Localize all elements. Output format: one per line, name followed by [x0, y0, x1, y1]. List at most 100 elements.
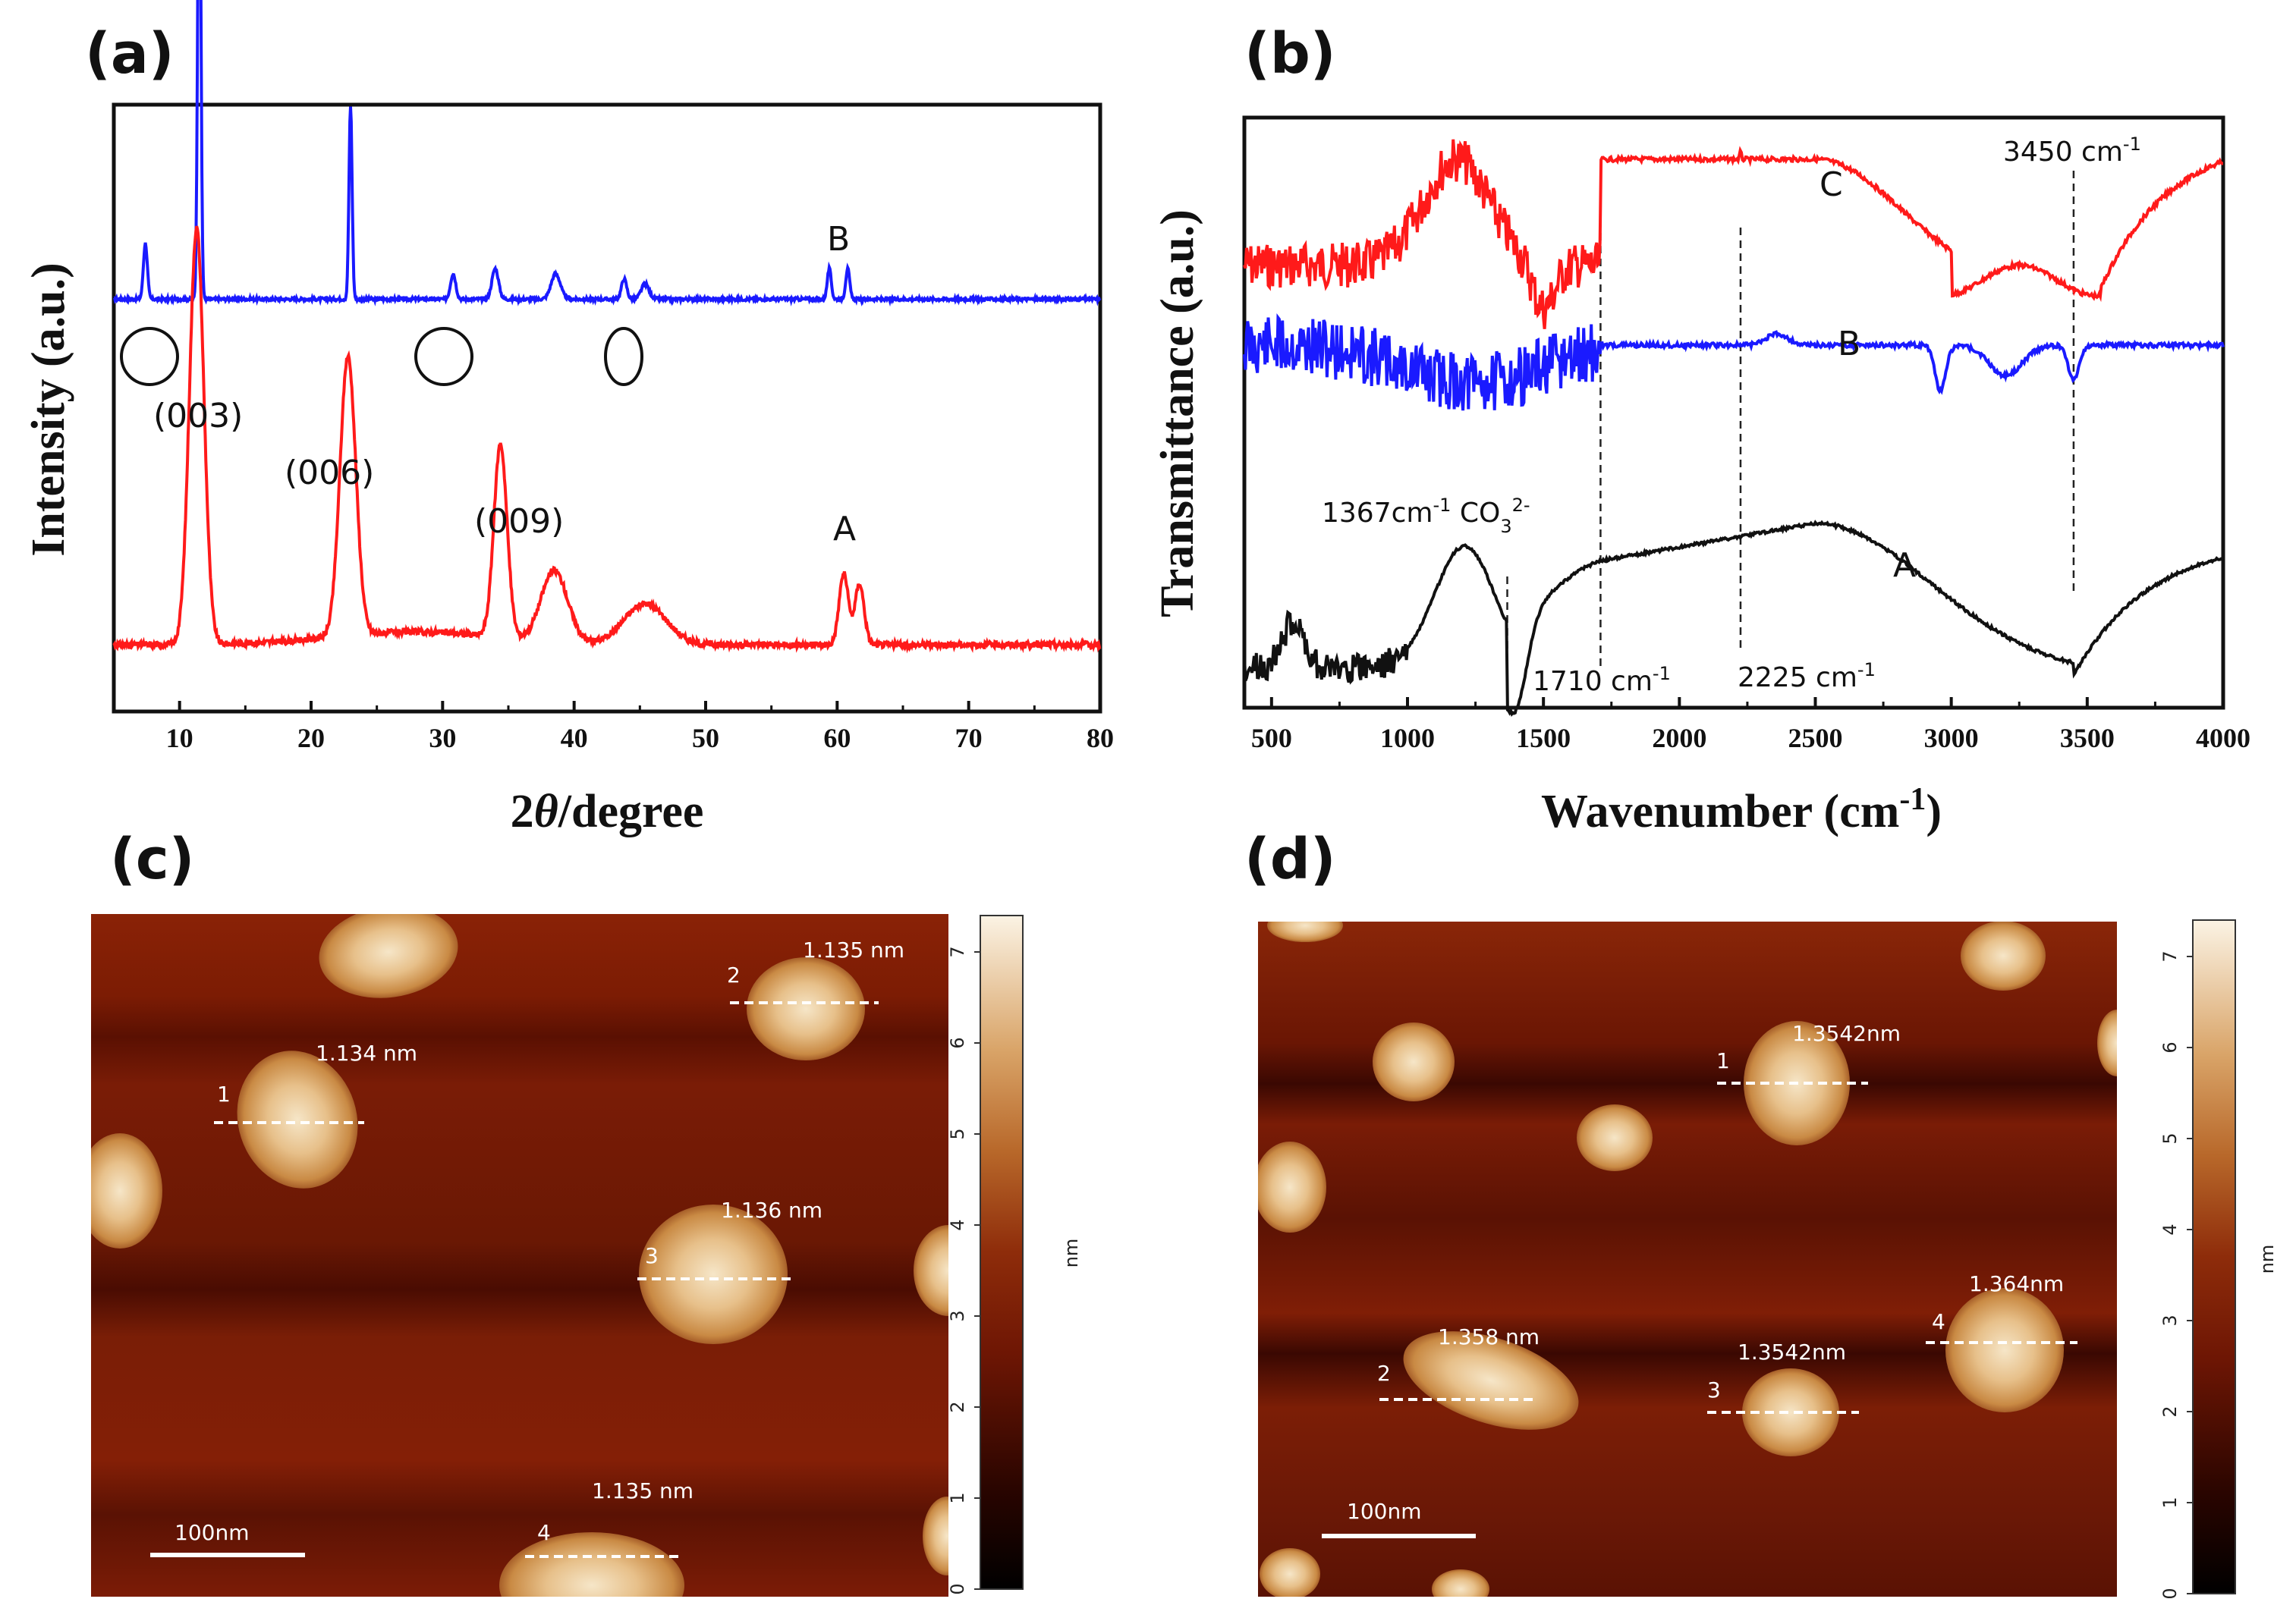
ftir-series-A [1243, 520, 2224, 718]
x-tick-label-b: 3500 [2060, 723, 2115, 753]
grain [1373, 1022, 1455, 1101]
colorbar-tick-label: 4 [2159, 1223, 2181, 1235]
profile-num-d-3: 3 [1707, 1377, 1721, 1403]
series-label-A: A [833, 510, 856, 548]
profile-height-c-4: 1.135 nm [592, 1478, 694, 1503]
grain [1260, 1548, 1320, 1597]
x-tick-label-a: 30 [429, 723, 456, 753]
profile-lines-d [1379, 1082, 2077, 1414]
marker-circle [604, 327, 643, 386]
x-tick-label-b: 3000 [1924, 723, 1979, 753]
scale-bar-label-c: 100nm [175, 1520, 249, 1545]
colorbar-tick-label: 2 [2159, 1406, 2181, 1417]
colorbar-d [2192, 919, 2236, 1594]
panel-label-a: (a) [85, 21, 175, 86]
series-label-B-ftir: B [1838, 325, 1860, 363]
grain [1742, 1368, 1839, 1456]
profile-num-c-2: 2 [727, 963, 741, 988]
colorbar-c [980, 915, 1024, 1590]
x-tick-label-b: 1500 [1516, 723, 1571, 753]
xrd-series-A [112, 225, 1102, 654]
colorbar-tick-label: 5 [2159, 1132, 2181, 1144]
y-axis-title-a: Intensity (a.u.) [23, 262, 74, 557]
afm-image-c [91, 914, 948, 1597]
colorbar-tick-label: 6 [2159, 1041, 2181, 1053]
colorbar-tick-label: 7 [2159, 950, 2181, 962]
scale-bar-label-d: 100nm [1347, 1499, 1421, 1524]
profile-height-d-2: 1.358 nm [1438, 1324, 1540, 1349]
profile-height-c-3: 1.136 nm [721, 1198, 822, 1223]
grain [319, 914, 458, 998]
colorbar-tick-label: 2 [947, 1401, 968, 1412]
colorbar-tick-label: 7 [947, 946, 968, 957]
profile-num-d-1: 1 [1716, 1048, 1730, 1073]
profile-num-c-3: 3 [645, 1243, 659, 1268]
x-ticks-b: 500 1000 1500 2000 2500 3000 3500 4000 [1251, 697, 2250, 753]
x-tick-label-a: 60 [823, 723, 851, 753]
colorbar-ticks-d: 0 1 2 3 4 5 6 7 [2159, 950, 2193, 1600]
grain [91, 1133, 162, 1249]
grain [1577, 1104, 1653, 1171]
grain [747, 957, 865, 1060]
annotation-1367-co3: 1367cm-1 CO32- [1322, 495, 1530, 537]
panel-label-c: (c) [110, 827, 195, 892]
x-ticks-a: 10 20 30 40 50 60 70 80 [112, 701, 1114, 753]
colorbar-tick-label: 6 [947, 1037, 968, 1048]
profile-height-d-4: 1.364nm [1969, 1271, 2064, 1296]
x-tick-label-b: 2500 [1788, 723, 1843, 753]
series-label-B: B [827, 220, 850, 259]
x-tick-label-a: 40 [561, 723, 588, 753]
grain [923, 1497, 948, 1575]
colorbar-tick-label: 1 [947, 1492, 968, 1503]
annotation-3450: 3450 cm-1 [2003, 134, 2141, 168]
grain [1432, 1569, 1489, 1597]
profile-num-c-1: 1 [217, 1082, 231, 1107]
grain [1258, 1142, 1326, 1233]
profile-num-c-4: 4 [537, 1520, 551, 1545]
grain [237, 1051, 358, 1189]
colorbar-unit-d: nm [2257, 1245, 2278, 1274]
series-label-C: C [1820, 165, 1843, 204]
colorbar-tick-label: 3 [947, 1310, 968, 1321]
x-axis-title-a: 2θ/degree [511, 786, 704, 837]
x-tick-label-b: 500 [1251, 723, 1292, 753]
x-tick-label-a: 10 [166, 723, 193, 753]
colorbar-tick-label: 0 [947, 1583, 968, 1594]
xrd-series-B [112, 0, 1102, 307]
peak-label-006: (006) [285, 454, 374, 492]
afm-image-d [1258, 922, 2117, 1597]
annotation-1710: 1710 cm-1 [1533, 663, 1671, 697]
colorbar-tick-label: 4 [947, 1219, 968, 1230]
series-label-A-ftir: A [1893, 546, 1916, 585]
x-tick-label-b: 1000 [1380, 723, 1435, 753]
grain [1267, 922, 1343, 942]
colorbar-tick-label: 3 [2159, 1315, 2181, 1326]
annotation-2225: 2225 cm-1 [1738, 659, 1876, 693]
profile-num-d-4: 4 [1932, 1309, 1945, 1334]
colorbar-ticks-c: 0 1 2 3 4 5 6 7 [947, 946, 980, 1595]
ftir-series-B [1243, 313, 2225, 411]
profile-height-d-3: 1.3542nm [1738, 1340, 1846, 1365]
grain [1403, 1331, 1579, 1430]
plot-frame-a [112, 102, 1102, 714]
colorbar-tick-label: 0 [2159, 1588, 2181, 1599]
profile-height-d-1: 1.3542nm [1792, 1021, 1901, 1046]
profile-lines-c [214, 1001, 879, 1558]
grain [639, 1205, 788, 1344]
x-tick-label-a: 80 [1087, 723, 1114, 753]
peak-label-009: (009) [474, 502, 564, 541]
x-tick-label-a: 20 [297, 723, 325, 753]
profile-num-d-2: 2 [1377, 1361, 1391, 1386]
panel-label-d: (d) [1244, 827, 1336, 892]
colorbar-tick-label: 1 [2159, 1497, 2181, 1508]
grain [499, 1532, 684, 1597]
plot-frame-b [1242, 115, 2225, 710]
colorbar-tick-label: 5 [947, 1128, 968, 1139]
marker-circle [414, 327, 473, 386]
grain [1945, 1288, 2064, 1412]
x-tick-label-b: 4000 [2196, 723, 2250, 753]
y-axis-title-b: Transmittance (a.u.) [1152, 209, 1203, 617]
peak-label-003: (003) [153, 397, 243, 435]
x-tick-label-a: 50 [692, 723, 719, 753]
